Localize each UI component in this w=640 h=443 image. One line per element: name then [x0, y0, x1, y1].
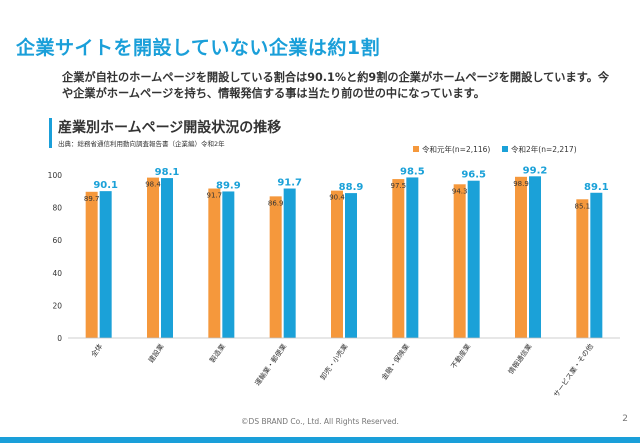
- legend: 令和元年(n=2,116) 令和2年(n=2,217): [413, 144, 577, 154]
- bar-series-2: [467, 180, 480, 338]
- y-tick-label: 100: [48, 171, 63, 180]
- bar-series-1: [453, 184, 466, 338]
- bar-series-1: [85, 191, 98, 338]
- bar-series-2: [222, 191, 235, 338]
- chart-title: 産業別ホームページ開設状況の推移: [58, 120, 282, 136]
- chart-source: 出典：総務省通信利用動向調査報告書（企業編）令和2年: [58, 140, 225, 148]
- data-label-series-1: 91.7: [207, 192, 223, 200]
- y-tick-label: 60: [52, 236, 62, 245]
- bar-series-1: [392, 179, 405, 338]
- legend-swatch-series-1: [413, 146, 419, 152]
- bars: [85, 176, 603, 338]
- data-label-series-1: 94.3: [452, 187, 468, 195]
- data-label-series-2: 98.1: [155, 167, 180, 178]
- data-label-series-2: 96.5: [461, 170, 486, 181]
- page-number: 2: [622, 414, 628, 424]
- data-label-series-1: 86.9: [268, 199, 284, 207]
- data-label-series-2: 88.9: [339, 182, 364, 193]
- y-tick-label: 80: [52, 204, 62, 213]
- y-tick-label: 0: [57, 334, 62, 343]
- data-label-series-1: 97.5: [391, 182, 407, 190]
- data-label-series-1: 90.4: [329, 194, 345, 202]
- x-tick-label: 運輸業・郵便業: [253, 342, 288, 387]
- x-tick-label: 不動産業: [449, 342, 472, 370]
- x-tick-label: 全体: [89, 342, 104, 359]
- bar-series-2: [161, 178, 173, 338]
- bar-series-2: [590, 192, 603, 338]
- legend-swatch-series-2: [502, 146, 508, 152]
- bar-series-2: [345, 193, 357, 338]
- x-tick-label: 建設業: [146, 342, 165, 364]
- bar-series-2: [99, 191, 112, 338]
- data-label-series-1: 85.1: [575, 202, 591, 210]
- data-label-series-2: 98.5: [400, 166, 425, 177]
- bar-series-1: [331, 190, 343, 338]
- x-tick-label: 情報通信業: [506, 342, 533, 376]
- data-label-series-1: 89.7: [84, 195, 100, 203]
- data-label-series-1: 98.9: [513, 180, 529, 188]
- x-axis: 全体 建設業 製造業 運輸業・郵便業 卸売・小売業 金融・保険業 不動産業 情報通信業 サービス…: [68, 337, 620, 399]
- data-labels: 89.790.1 98.498.191.789.986.991.790.488.9…: [84, 165, 609, 210]
- bar-series-2: [283, 188, 296, 338]
- y-tick-label: 40: [52, 269, 62, 278]
- x-tick-label: 卸売・小売業: [318, 342, 349, 382]
- bar-series-1: [147, 177, 159, 338]
- bottom-accent-bar: [0, 437, 640, 443]
- y-tick-label: 20: [52, 301, 62, 310]
- legend-label-series-1: 令和元年(n=2,116): [422, 144, 490, 154]
- y-axis: 0 20 40 60 80 100: [48, 171, 63, 343]
- x-tick-label: 製造業: [208, 342, 227, 364]
- bar-series-2: [406, 177, 419, 338]
- bar-series-1: [269, 196, 282, 338]
- bar-series-1: [208, 188, 221, 338]
- chart-title-accent-bar: [49, 118, 52, 148]
- data-label-series-1: 98.4: [145, 181, 161, 189]
- bar-series-1: [515, 176, 527, 338]
- data-label-series-2: 90.1: [93, 180, 118, 191]
- data-label-series-2: 89.1: [584, 182, 609, 193]
- bar-series-2: [529, 176, 541, 338]
- data-label-series-2: 91.7: [277, 178, 302, 189]
- data-label-series-2: 99.2: [523, 165, 548, 176]
- body-text: 企業が自社のホームページを開設している割合は90.1%と約9割の企業がホームペー…: [62, 71, 610, 100]
- bar-series-1: [576, 199, 589, 338]
- x-tick-label: サービス業・その他: [551, 342, 595, 399]
- copyright-footer: ©DS BRAND Co., Ltd. All Rights Reserved.: [241, 417, 399, 426]
- legend-label-series-2: 令和2年(n=2,217): [511, 144, 577, 154]
- page-title: 企業サイトを開設していない企業は約1割: [16, 37, 381, 59]
- x-tick-label: 金融・保険業: [380, 342, 411, 382]
- data-label-series-2: 89.9: [216, 180, 241, 191]
